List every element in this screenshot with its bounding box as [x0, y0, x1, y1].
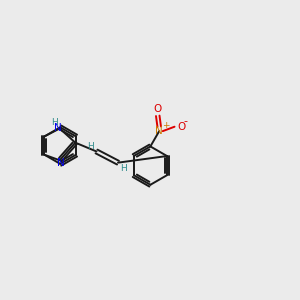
- Text: +: +: [162, 121, 169, 130]
- Text: -: -: [184, 116, 188, 126]
- Text: N: N: [54, 123, 62, 133]
- Text: H: H: [51, 118, 58, 127]
- Text: O: O: [177, 122, 185, 132]
- Text: H: H: [87, 142, 93, 151]
- Text: N: N: [155, 125, 163, 136]
- Text: N: N: [57, 158, 65, 168]
- Text: O: O: [154, 104, 162, 114]
- Text: H: H: [120, 164, 127, 173]
